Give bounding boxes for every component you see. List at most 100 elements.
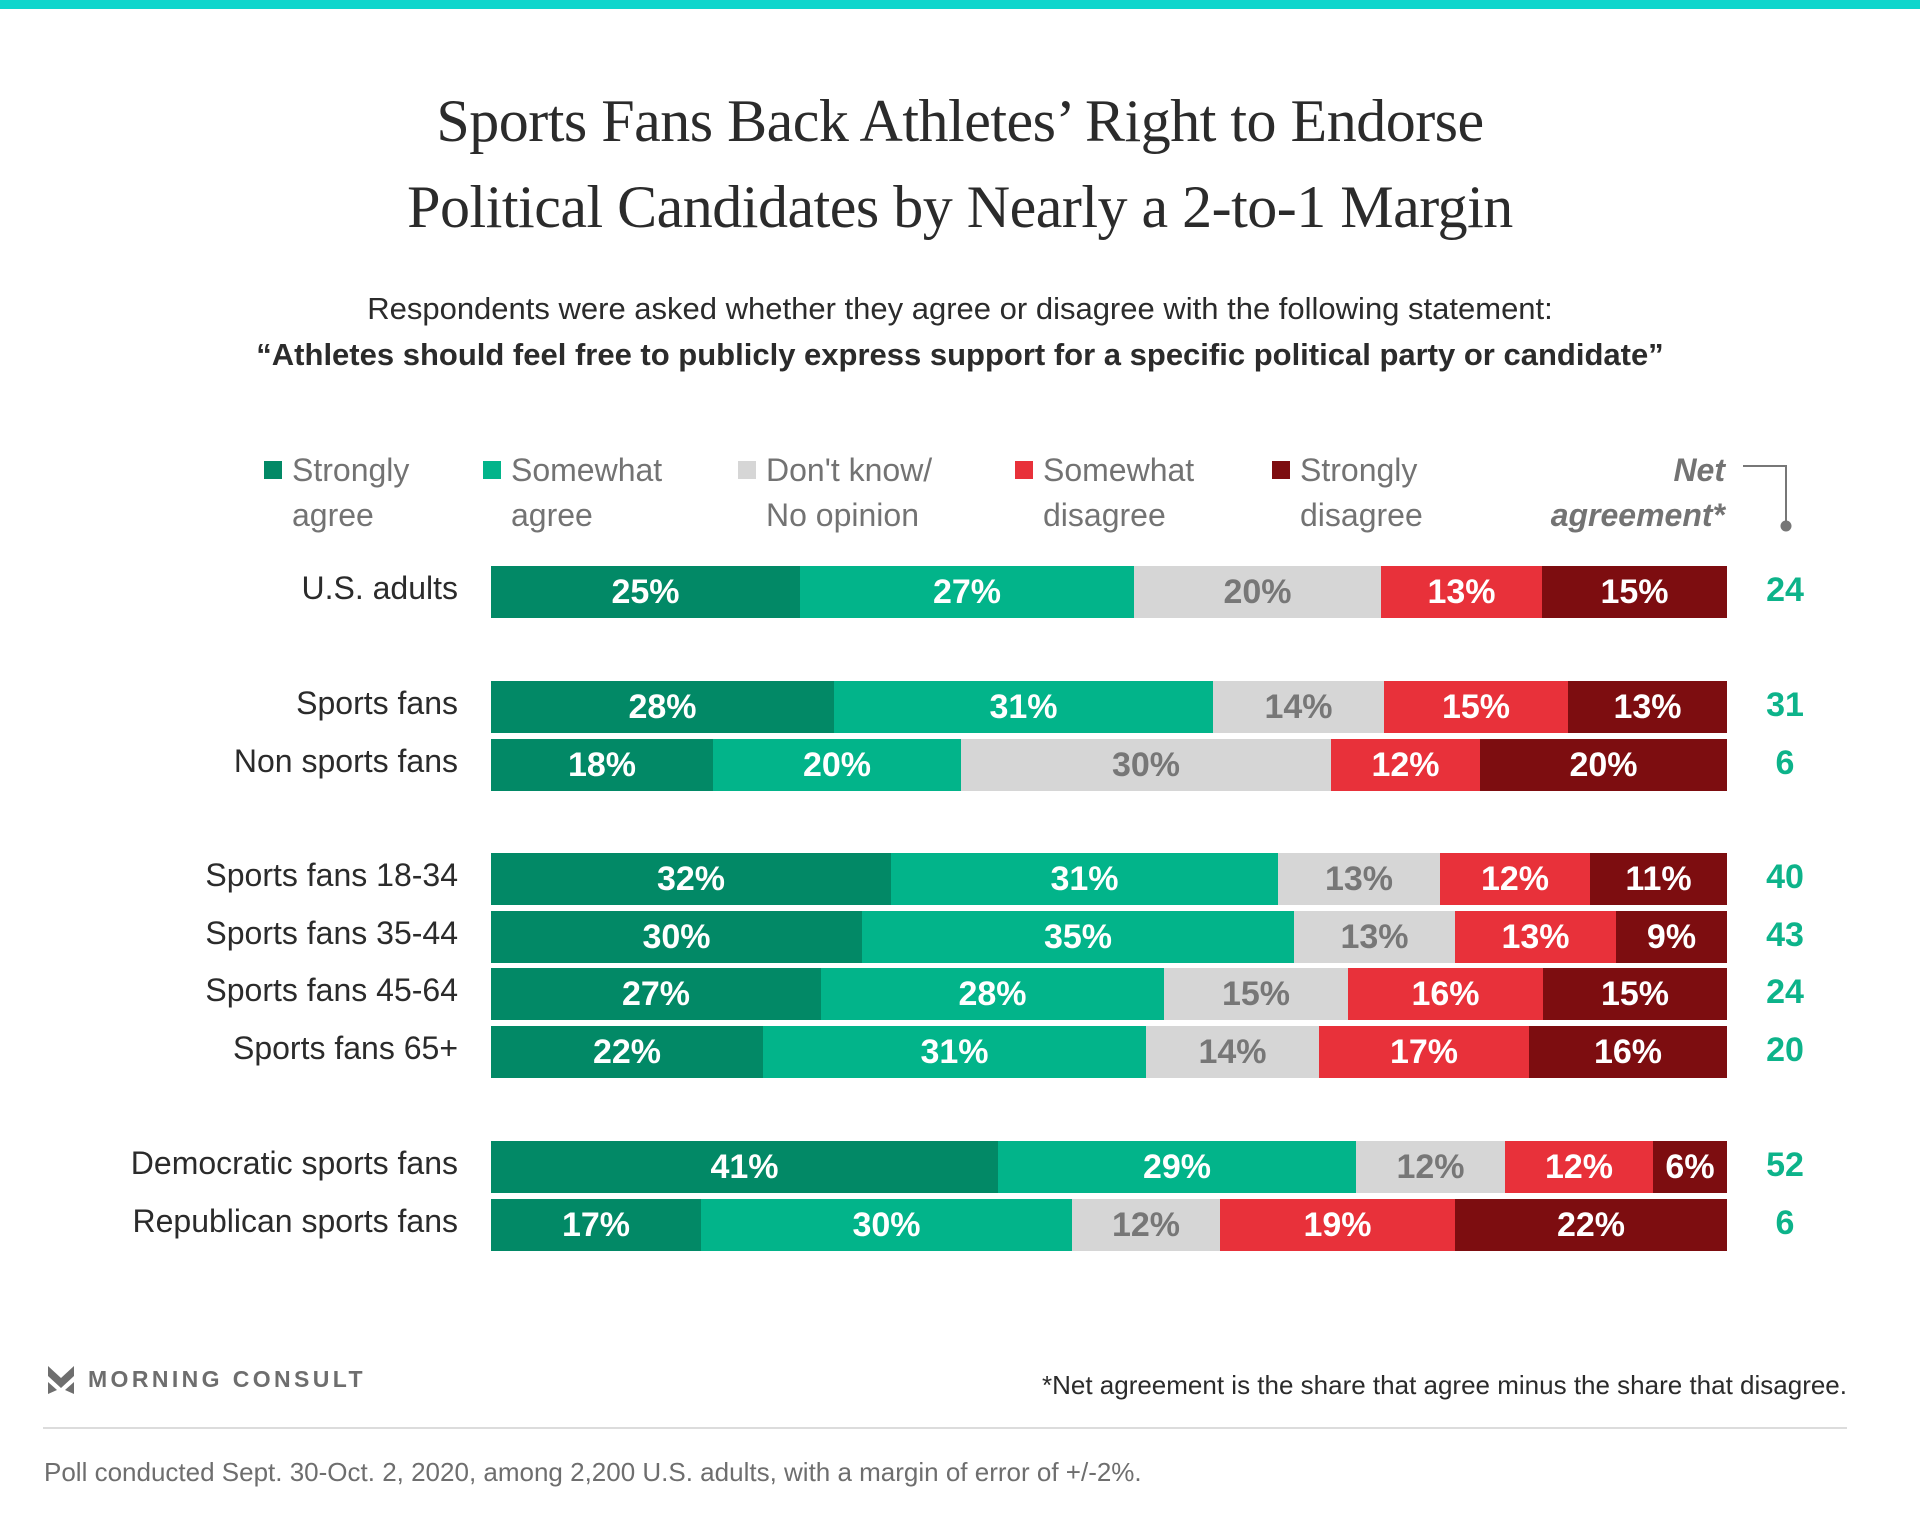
bar-segment-strongly-disagree: 9% [1616,911,1727,963]
legend-label-line-1: Strongly [1300,452,1418,488]
bar-segment-strongly-agree: 28% [491,681,834,733]
net-agreement-value: 24 [1766,973,1804,1011]
net-agreement-value: 20 [1766,1031,1804,1069]
morning-consult-logo-icon [48,1366,74,1394]
bar-segment-dont-know: 12% [1356,1141,1505,1193]
footer-divider [43,1427,1847,1429]
subtitle-text: Respondents were asked whether they agre… [367,291,1553,326]
bar-segment-strongly-disagree: 16% [1529,1026,1727,1078]
row-label: Sports fans 18-34 [205,857,458,893]
legend-label-line-2: agree [511,497,593,533]
bar-segment-somewhat-agree: 27% [800,566,1134,618]
net-agreement-header: Net agreement* [1460,448,1725,538]
bar-segment-dont-know: 30% [961,739,1331,791]
row-label: Republican sports fans [132,1203,458,1239]
net-agreement-value: 43 [1766,916,1804,954]
bar-segment-somewhat-disagree: 12% [1505,1141,1653,1193]
bar-segment-strongly-agree: 25% [491,566,800,618]
stacked-bar: 18% 20% 30% 12% 20% [491,739,1727,791]
legend-label: Somewhat agree [511,448,662,538]
legend-label-line-1: Don't know/ [766,452,933,488]
title-line-2: Political Candidates by Nearly a 2-to-1 … [407,174,1513,240]
legend-swatch [738,461,756,479]
stacked-bar: 30% 35% 13% 13% 9% [491,911,1727,963]
legend-label-line-1: Somewhat [511,452,663,488]
stacked-bar: 28% 31% 14% 15% 13% [491,681,1727,733]
accent-bar [0,0,1920,9]
net-agreement-value: 24 [1766,571,1804,609]
net-agreement-value: 31 [1766,686,1804,724]
legend-label: Strongly agree [292,448,409,538]
legend-swatch [1015,461,1033,479]
chart-title: Sports Fans Back Athletes’ Right to Endo… [0,78,1920,250]
bar-segment-strongly-disagree: 15% [1543,968,1727,1020]
bar-segment-somewhat-agree: 31% [891,853,1278,905]
net-header-line-1: Net [1673,452,1725,488]
bar-segment-strongly-agree: 27% [491,968,821,1020]
net-agreement-value: 6 [1775,1204,1795,1242]
legend-swatch [483,461,501,479]
bar-segment-somewhat-disagree: 16% [1348,968,1543,1020]
stacked-bar: 17% 30% 12% 19% 22% [491,1199,1727,1251]
row-label: U.S. adults [301,570,458,606]
legend-label-line-1: Somewhat [1043,452,1195,488]
bar-segment-strongly-disagree: 15% [1542,566,1727,618]
bar-segment-somewhat-disagree: 15% [1384,681,1568,733]
bar-segment-somewhat-agree: 29% [998,1141,1356,1193]
bar-segment-somewhat-agree: 31% [763,1026,1146,1078]
legend-label-line-1: Strongly [292,452,410,488]
bar-segment-strongly-disagree: 22% [1455,1199,1727,1251]
bar-segment-somewhat-disagree: 12% [1331,739,1480,791]
row-label: Sports fans 35-44 [205,915,458,951]
bar-segment-dont-know: 14% [1213,681,1384,733]
legend-label: Strongly disagree [1300,448,1423,538]
bar-segment-dont-know: 14% [1146,1026,1319,1078]
legend-label-line-2: disagree [1043,497,1166,533]
legend-label-line-2: disagree [1300,497,1423,533]
bar-segment-somewhat-agree: 28% [821,968,1164,1020]
bar-segment-strongly-agree: 32% [491,853,891,905]
bar-segment-strongly-agree: 41% [491,1141,998,1193]
bar-segment-somewhat-disagree: 17% [1319,1026,1529,1078]
bar-segment-somewhat-agree: 35% [862,911,1294,963]
stacked-bar: 25% 27% 20% 13% 15% [491,566,1727,618]
bar-segment-strongly-agree: 17% [491,1199,701,1251]
net-header-line-2: agreement* [1550,497,1725,533]
row-label: Sports fans 65+ [232,1030,458,1066]
net-agreement-value: 52 [1766,1146,1804,1184]
net-agreement-connector-icon [1743,465,1792,532]
brand-name: MORNING CONSULT [88,1366,367,1392]
bar-segment-strongly-agree: 22% [491,1026,763,1078]
title-line-1: Sports Fans Back Athletes’ Right to Endo… [436,88,1484,154]
bar-segment-dont-know: 13% [1278,853,1440,905]
stacked-bar: 41% 29% 12% 12% 6% [491,1141,1727,1193]
row-label: Sports fans 45-64 [205,972,458,1008]
legend-label-line-2: No opinion [766,497,919,533]
stacked-bar: 32% 31% 13% 12% 11% [491,853,1727,905]
net-agreement-value: 6 [1775,744,1795,782]
row-label: Democratic sports fans [130,1145,458,1181]
bar-segment-strongly-disagree: 11% [1590,853,1727,905]
bar-segment-somewhat-disagree: 13% [1455,911,1616,963]
bar-segment-dont-know: 13% [1294,911,1455,963]
source-note: Poll conducted Sept. 30-Oct. 2, 2020, am… [44,1457,1142,1487]
bar-segment-strongly-agree: 18% [491,739,713,791]
row-label: Non sports fans [233,743,458,779]
bar-segment-dont-know: 20% [1134,566,1381,618]
bar-segment-dont-know: 15% [1164,968,1348,1020]
stacked-bar: 22% 31% 14% 17% 16% [491,1026,1727,1078]
bar-segment-somewhat-agree: 20% [713,739,961,791]
net-agreement-value: 40 [1766,858,1804,896]
bar-segment-somewhat-disagree: 19% [1220,1199,1455,1251]
legend-label-line-2: agree [292,497,374,533]
bar-segment-strongly-agree: 30% [491,911,862,963]
bar-segment-somewhat-agree: 30% [701,1199,1072,1251]
bar-segment-somewhat-agree: 31% [834,681,1213,733]
bar-segment-strongly-disagree: 13% [1568,681,1727,733]
legend-label: Somewhat disagree [1043,448,1194,538]
stacked-bar: 27% 28% 15% 16% 15% [491,968,1727,1020]
bar-segment-dont-know: 12% [1072,1199,1220,1251]
bar-segment-somewhat-disagree: 12% [1440,853,1590,905]
legend-swatch [1272,461,1290,479]
row-label: Sports fans [296,685,458,721]
